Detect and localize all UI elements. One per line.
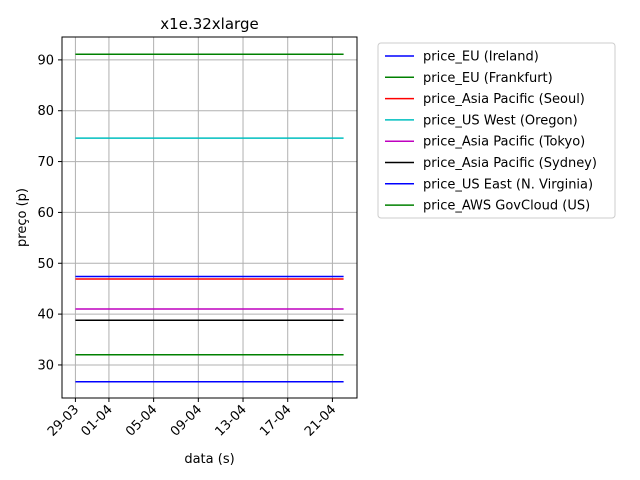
y-tick-label: 70 bbox=[37, 155, 54, 170]
plot-area-frame bbox=[61, 36, 358, 399]
legend-label: price_EU (Ireland) bbox=[423, 50, 539, 65]
legend-label: price_US West (Oregon) bbox=[423, 113, 578, 128]
legend-label: price_Asia Pacific (Tokyo) bbox=[423, 135, 585, 150]
y-axis-label: preço (p) bbox=[15, 188, 30, 247]
series-lines bbox=[75, 53, 344, 383]
legend-label: price_EU (Frankfurt) bbox=[423, 71, 553, 86]
legend-items: price_EU (Ireland) price_EU (Frankfurt) pr… bbox=[385, 50, 597, 214]
legend-label: price_AWS GovCloud (US) bbox=[423, 199, 590, 214]
legend: price_EU (Ireland) price_EU (Frankfurt) pr… bbox=[377, 42, 616, 219]
y-tick-label: 30 bbox=[37, 358, 54, 373]
grid bbox=[62, 37, 357, 398]
y-tick-label: 50 bbox=[37, 257, 54, 272]
y-tick-label: 80 bbox=[37, 104, 54, 119]
chart-title: x1e.32xlarge bbox=[160, 15, 258, 33]
legend-frame bbox=[377, 42, 616, 219]
legend-label: price_US East (N. Virginia) bbox=[423, 177, 593, 192]
legend-label: price_Asia Pacific (Sydney) bbox=[423, 156, 597, 171]
x-axis-label: data (s) bbox=[184, 452, 234, 467]
y-tick-label: 40 bbox=[37, 308, 54, 323]
legend-label: price_Asia Pacific (Seoul) bbox=[423, 92, 585, 107]
y-tick-label: 60 bbox=[37, 206, 54, 221]
y-tick-label: 90 bbox=[37, 53, 54, 68]
